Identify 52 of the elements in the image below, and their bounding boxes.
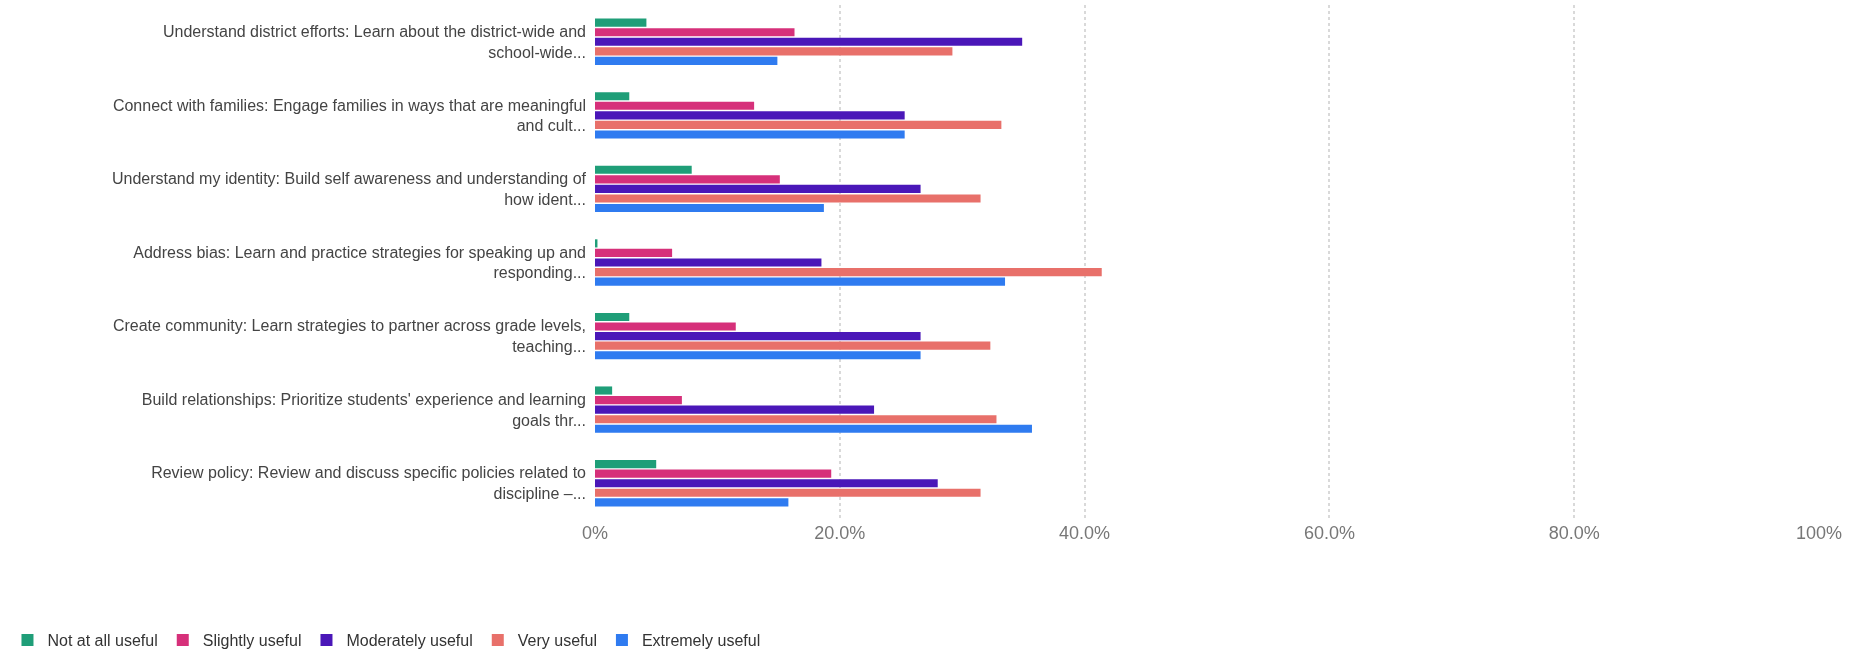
legend-label: Extremely useful [641, 632, 761, 650]
bar [595, 277, 1006, 286]
x-tick-label: 60.0% [1303, 523, 1355, 543]
x-tick-label: 100% [1795, 523, 1843, 543]
bar [595, 194, 981, 203]
bar [595, 341, 991, 350]
bar [595, 248, 673, 257]
bar [595, 488, 981, 497]
bar [595, 386, 613, 395]
bar [595, 175, 780, 184]
bar [595, 415, 997, 424]
legend-label: Slightly useful [202, 632, 302, 650]
bar [595, 312, 630, 322]
bar [595, 28, 795, 37]
x-tick-label: 80.0% [1548, 523, 1600, 543]
bar [595, 469, 832, 478]
y-tick-label: Connect with families: Engage families in ways that are meaningful and cult... [112, 96, 586, 135]
bar [595, 37, 1023, 46]
bar [595, 332, 921, 341]
y-tick-label: Build relationships: Prioritize students' experience and learning goals thr... [141, 390, 586, 429]
bar [595, 18, 647, 27]
bar [595, 203, 824, 213]
bar [595, 258, 822, 267]
bar [595, 268, 1102, 277]
legend-label: Not at all useful [47, 632, 158, 650]
x-tick-label: 20.0% [814, 523, 866, 543]
y-tick-label: Understand my identity: Build self awareness and understanding of how ident... [111, 170, 587, 208]
legend-label: Very useful [517, 632, 597, 650]
bar [595, 396, 682, 405]
y-tick-label: Address bias: Learn and practice strategies for speaking up and responding... [133, 243, 586, 282]
bar [595, 424, 1032, 433]
x-tick-label: 0% [581, 523, 609, 543]
bar [595, 47, 953, 56]
y-tick-label: Understand district efforts: Learn about the district-wide and school-wide... [162, 22, 586, 61]
bar [595, 405, 875, 414]
legend-label: Moderately useful [346, 632, 473, 650]
bar [595, 111, 905, 120]
bar [595, 184, 921, 193]
bar [595, 460, 657, 469]
bar [595, 120, 1002, 129]
y-tick-label: Review policy: Review and discuss specific policies related to discipline –... [151, 464, 587, 503]
bar [595, 92, 630, 101]
bar [595, 479, 938, 488]
x-tick-label: 40.0% [1059, 523, 1111, 543]
y-tick-label: Create community: Learn strategies to partner across grade levels, teaching... [112, 317, 586, 356]
bar [595, 498, 789, 507]
bar [595, 322, 736, 331]
bar [595, 56, 778, 65]
bar [595, 165, 692, 174]
bar [595, 101, 755, 110]
bar [595, 130, 905, 139]
bar [595, 351, 921, 360]
